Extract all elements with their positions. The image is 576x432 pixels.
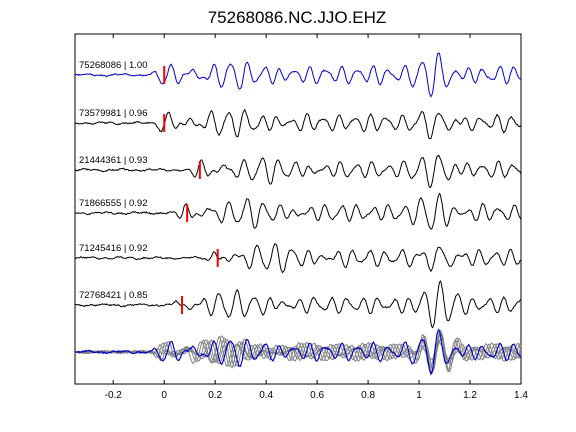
trace-label-2: 73579981 | 0.96	[79, 108, 148, 119]
trace-group	[74, 52, 522, 376]
trace-1	[74, 52, 522, 98]
x-tick-label: 0	[161, 390, 167, 401]
trace-2	[74, 108, 522, 140]
stack-trace-5	[74, 329, 522, 373]
trace-6	[74, 280, 522, 329]
x-tick-label: 0.4	[259, 390, 273, 401]
chart-title: 75268086.NC.JJO.EHZ	[208, 8, 387, 27]
trace-3	[74, 154, 522, 189]
trace-label-4: 71866555 | 0.92	[79, 198, 148, 209]
plot-area: 75268086 | 1.00 73579981 | 0.96 21444361 |…	[74, 33, 528, 401]
trace-4	[74, 192, 522, 230]
stack-master-trace	[74, 328, 522, 376]
x-tick-label: 1.2	[463, 390, 477, 401]
trace-label-1: 75268086 | 1.00	[79, 60, 148, 71]
trace-5	[74, 243, 522, 274]
x-tick-label: 1	[416, 390, 422, 401]
x-tick-label: 1.4	[514, 390, 528, 401]
axes-box	[74, 33, 522, 385]
trace-label-6: 72768421 | 0.85	[79, 290, 148, 301]
x-tick-label: -0.2	[105, 390, 123, 401]
x-tick-label: 0.2	[208, 390, 222, 401]
trace-label-3: 21444361 | 0.93	[79, 155, 148, 166]
trace-label-group: 75268086 | 1.00 73579981 | 0.96 21444361 |…	[79, 60, 148, 301]
x-tick-label: 0.8	[361, 390, 375, 401]
x-tick-label: 0.6	[310, 390, 324, 401]
x-axis: -0.2 0 0.2 0.4 0.6 0.8 1 1.2 1.4	[105, 34, 528, 401]
trace-label-5: 71245416 | 0.92	[79, 243, 148, 254]
